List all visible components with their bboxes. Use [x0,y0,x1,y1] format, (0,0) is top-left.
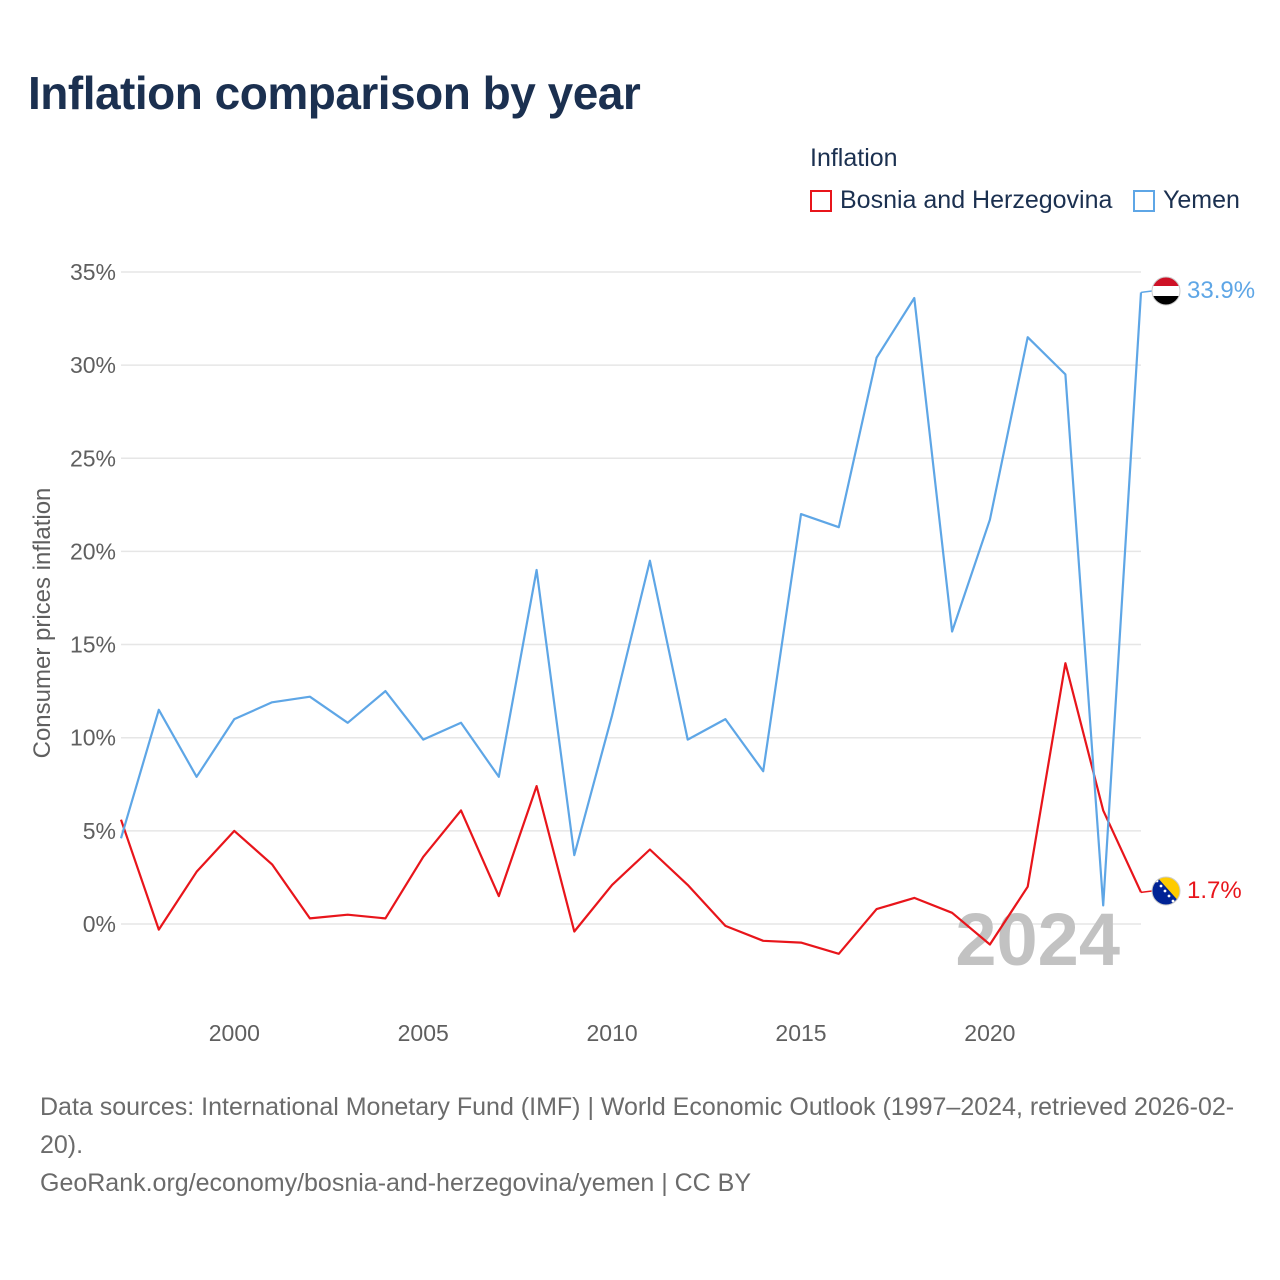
footer: Data sources: International Monetary Fun… [40,1088,1245,1202]
line-chart: 0% 5% 10% 15% 20% 25% 30% 35% 2000 2005 2010 2015 2… [29,259,1255,1046]
footer-sources: Data sources: International Monetary Fun… [40,1093,1235,1159]
legend-item-yemen[interactable]: Yemen [1133,186,1240,215]
end-connector-bosnia-and-herzegovina [1140,890,1153,894]
end-label-bosnia: 1.7% [1187,877,1242,904]
bosnia-flag-icon [1151,876,1181,906]
x-tick-label-2020: 2020 [964,1020,1015,1046]
legend-label-bosnia: Bosnia and Herzegovina [840,186,1113,214]
year-watermark: 2024 [955,898,1120,981]
x-tick-label-2000: 2000 [209,1020,260,1046]
end-connector-yemen [1140,290,1153,294]
legend-title: Inflation [810,144,898,172]
x-tick-label-2015: 2015 [775,1020,826,1046]
y-axis-label: Consumer prices inflation [29,488,56,759]
y-tick-label-15: 15% [70,632,116,658]
legend-item-bosnia[interactable]: Bosnia and Herzegovina [810,186,1112,215]
series-line-bosnia-and-herzegovina [119,662,1142,955]
y-tick-label-5: 5% [83,818,116,844]
y-tick-label-25: 25% [70,445,116,471]
series-line-yemen [119,292,1143,907]
x-tick-label-2010: 2010 [587,1020,638,1046]
legend-swatch-yemen [1133,189,1155,212]
y-tick-label-20: 20% [70,538,116,564]
y-tick-label-35: 35% [70,259,116,285]
legend-label-yemen: Yemen [1163,186,1240,214]
end-label-yemen: 33.9% [1187,277,1255,304]
y-tick-label-30: 30% [70,352,116,378]
y-tick-label-10: 10% [70,725,116,751]
legend-swatch-bosnia [810,189,832,212]
chart-title: Inflation comparison by year [28,67,641,119]
yemen-flag-icon [1151,276,1181,306]
y-tick-label-0: 0% [83,911,116,937]
footer-url[interactable]: GeoRank.org/economy/bosnia-and-herzegovi… [40,1169,752,1197]
x-tick-label-2005: 2005 [398,1020,449,1046]
